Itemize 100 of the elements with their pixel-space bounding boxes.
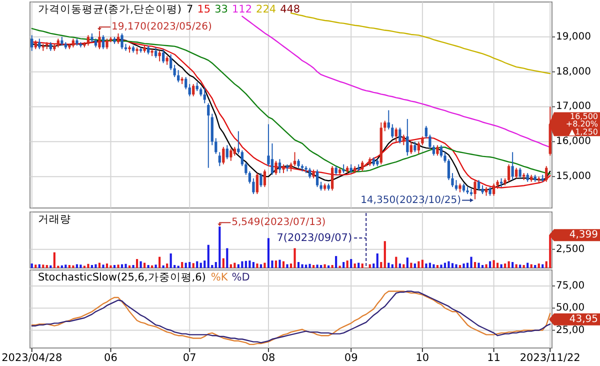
bar	[136, 259, 138, 268]
candlestick	[518, 167, 522, 179]
x-tick-label: 2023/11/22	[520, 352, 580, 364]
text: 15	[197, 4, 211, 16]
candlestick	[545, 166, 548, 182]
series-label: 112	[232, 4, 252, 16]
bar	[335, 256, 338, 268]
candlestick	[30, 34, 34, 52]
bar	[384, 241, 386, 268]
candlestick	[120, 32, 124, 50]
bar	[350, 259, 352, 268]
candlestick	[278, 158, 282, 174]
candlestick	[398, 127, 402, 144]
bar	[140, 261, 142, 268]
bar	[106, 264, 108, 268]
candlestick	[436, 144, 439, 156]
candlestick	[384, 120, 386, 132]
text: %K	[210, 272, 229, 284]
bar	[252, 262, 254, 268]
bar	[395, 256, 398, 268]
bar	[80, 264, 82, 268]
bar	[181, 262, 184, 268]
y-tick-label: 15,000	[556, 171, 591, 182]
candlestick	[188, 84, 191, 97]
bar	[458, 265, 462, 268]
candlestick	[474, 180, 476, 200]
y-tick-label: 18,000	[556, 66, 591, 78]
bar	[144, 262, 146, 268]
bar	[462, 264, 465, 268]
candlestick	[316, 169, 319, 188]
bar	[354, 264, 356, 268]
candlestick	[402, 134, 405, 146]
bar	[241, 261, 244, 268]
annotation: 14,350(2023/10/25)	[360, 194, 462, 206]
candlestick	[424, 125, 428, 139]
y-tick-label: 16,000	[556, 136, 591, 148]
text: +8.20%	[566, 120, 598, 129]
candlestick	[361, 160, 364, 172]
bar	[414, 264, 416, 268]
bar	[110, 265, 112, 268]
bar	[132, 265, 134, 268]
bar	[320, 265, 322, 268]
candlestick	[177, 70, 180, 83]
bar	[192, 263, 194, 268]
y-tick-label: 75,00	[556, 280, 585, 292]
bar	[451, 263, 454, 268]
bar	[312, 265, 315, 268]
bar	[485, 264, 488, 268]
bar	[278, 260, 281, 268]
bar	[508, 261, 510, 268]
bar	[526, 262, 529, 268]
bar	[53, 252, 56, 268]
candlestick	[511, 152, 514, 181]
annotation: 19,170(2023/05/26)	[111, 21, 212, 32]
bar	[492, 260, 495, 268]
bar	[237, 264, 240, 268]
bar	[207, 244, 210, 268]
bar	[260, 264, 262, 268]
bar	[455, 264, 458, 268]
bar	[436, 265, 438, 268]
candlestick	[226, 144, 228, 160]
candlestick	[492, 183, 496, 196]
y-tick-label: 25,00	[556, 324, 585, 336]
bar	[38, 264, 40, 268]
candlestick	[240, 150, 244, 167]
candlestick	[116, 32, 120, 44]
candlestick	[293, 152, 296, 167]
candlestick	[106, 38, 108, 50]
bar	[380, 262, 382, 268]
bar	[256, 264, 258, 268]
bar	[549, 235, 552, 268]
bar	[72, 265, 74, 268]
bar	[538, 264, 540, 268]
bar	[166, 264, 168, 268]
candlestick	[406, 118, 409, 156]
candlestick	[102, 34, 105, 50]
bar	[226, 248, 228, 268]
text: %D	[232, 272, 250, 284]
bar	[151, 265, 154, 268]
bar	[222, 258, 224, 268]
candlestick	[86, 34, 90, 46]
candlestick	[158, 50, 161, 62]
bar	[158, 256, 161, 268]
candlestick	[207, 102, 210, 168]
bar	[196, 261, 198, 268]
bar	[94, 264, 97, 268]
annotation: 5,549(2023/07/13)	[232, 217, 326, 228]
bar	[87, 264, 90, 268]
candlestick	[447, 158, 450, 181]
candlestick	[256, 172, 259, 195]
bar	[474, 262, 476, 268]
x-tick-label: 09	[344, 352, 358, 364]
candlestick	[477, 180, 480, 192]
bar	[440, 264, 442, 268]
bar	[117, 264, 120, 268]
bar	[184, 262, 187, 268]
candlestick	[170, 54, 172, 71]
bar	[522, 265, 525, 268]
bar	[147, 265, 150, 268]
bar	[324, 264, 326, 268]
